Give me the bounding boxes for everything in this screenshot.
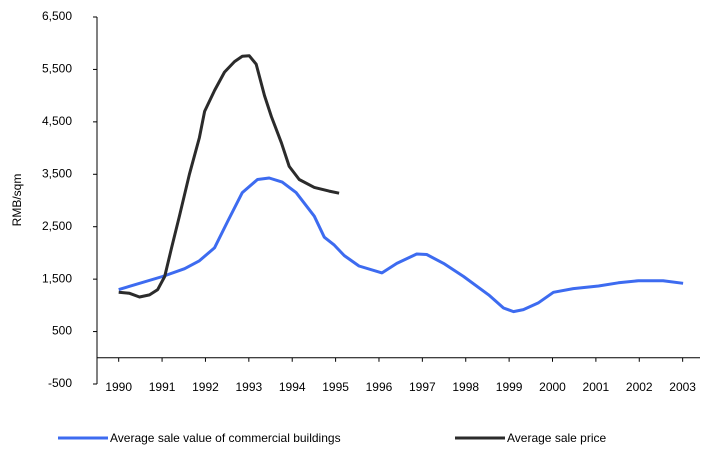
x-tick-label: 2003	[669, 380, 696, 394]
y-tick-label: 2,500	[42, 219, 72, 233]
y-tick-label: -500	[48, 376, 72, 390]
x-tick-label: 2002	[626, 380, 653, 394]
y-axis-label: RMB/sqm	[10, 174, 24, 227]
legend-label: Average sale value of commercial buildin…	[110, 431, 341, 445]
x-tick-label: 1994	[279, 380, 306, 394]
y-tick-label: 4,500	[42, 114, 72, 128]
y-tick-label: 1,500	[42, 271, 72, 285]
y-tick-label: 6,500	[42, 9, 72, 23]
legend-label: Average sale price	[507, 431, 606, 445]
x-tick-label: 1996	[366, 380, 393, 394]
x-tick-label: 1997	[409, 380, 436, 394]
x-tick-label: 1990	[105, 380, 132, 394]
x-tick-label: 1992	[192, 380, 219, 394]
x-tick-label: 2000	[539, 380, 566, 394]
series-line	[118, 176, 684, 314]
y-tick-label: 500	[52, 324, 72, 338]
x-tick-label: 1999	[496, 380, 523, 394]
x-tick-label: 1995	[322, 380, 349, 394]
x-tick-label: 1991	[149, 380, 176, 394]
y-tick-label: 3,500	[42, 166, 72, 180]
y-tick-label: 5,500	[42, 62, 72, 76]
series-line	[118, 54, 340, 299]
x-tick-label: 1993	[235, 380, 262, 394]
x-tick-label: 2001	[583, 380, 610, 394]
x-tick-label: 1998	[452, 380, 479, 394]
